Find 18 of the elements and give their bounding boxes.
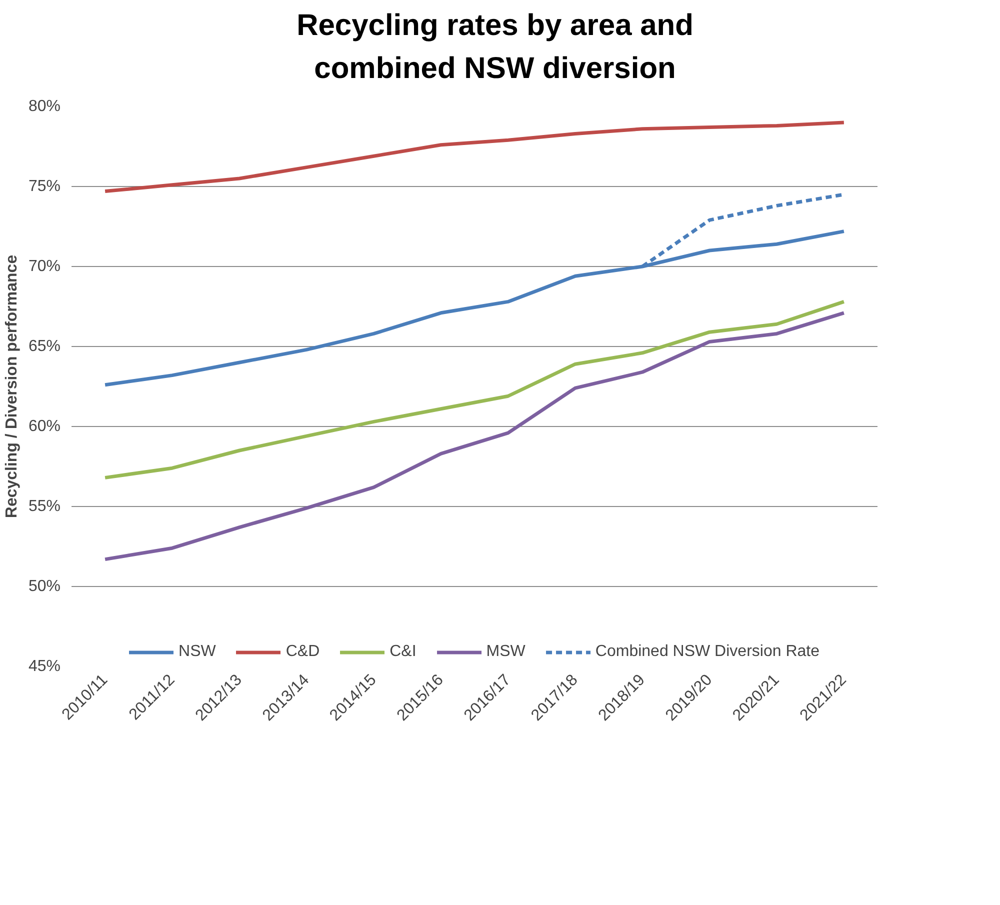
y-tick-label: 75% — [28, 178, 61, 195]
line-series — [103, 310, 846, 561]
chart-title: Recycling rates by area and combined NSW diversion — [296, 8, 694, 87]
legend-label: C&D — [286, 642, 320, 661]
y-tick-label: 60% — [28, 418, 61, 435]
line-series — [103, 120, 846, 193]
y-tick-label: 65% — [28, 338, 61, 355]
y-tick-label: 70% — [28, 258, 61, 275]
legend-label: MSW — [486, 642, 526, 661]
y-tick-label: 80% — [28, 98, 61, 115]
y-tick-label: 55% — [28, 498, 61, 515]
legend-label: Combined NSW Diversion Rate — [595, 642, 820, 661]
legend-label: C&I — [390, 642, 416, 661]
y-tick-label: 50% — [28, 578, 61, 595]
legend-label: NSW — [178, 642, 216, 661]
y-axis-title: Recycling / Diversion performance — [3, 254, 20, 518]
y-tick-label: 45% — [28, 658, 61, 675]
line-series — [103, 300, 846, 480]
